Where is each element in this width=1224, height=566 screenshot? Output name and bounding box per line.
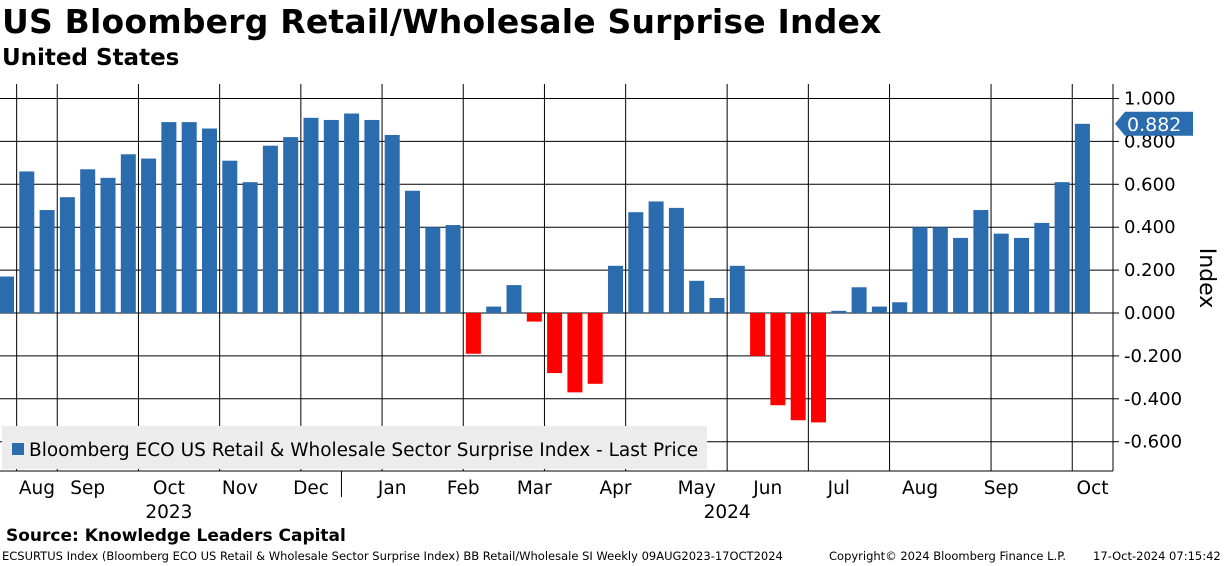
bar [80, 169, 96, 313]
bar [547, 313, 563, 374]
footer-description: ECSURTUS Index (Bloomberg ECO US Retail … [2, 549, 783, 563]
bar [141, 158, 157, 313]
bar [608, 265, 623, 313]
x-tick-label: May [678, 478, 716, 499]
bar [648, 201, 664, 313]
bar [1014, 237, 1029, 313]
last-value-badge-group: 0.882 [1115, 111, 1193, 136]
x-tick-label: Sep [984, 478, 1019, 499]
bar [912, 227, 928, 313]
bar [120, 154, 136, 313]
y-tick-label: -0.600 [1124, 432, 1182, 453]
y-tick-label: -0.200 [1124, 346, 1182, 367]
bar [953, 237, 969, 313]
bar [892, 302, 908, 313]
bar [344, 113, 360, 313]
x-tick-label: Jun [752, 478, 782, 499]
bar [283, 137, 299, 313]
bar [729, 265, 745, 313]
bar [567, 313, 583, 393]
legend: Bloomberg ECO US Retail & Wholesale Sect… [2, 426, 707, 469]
bar [100, 177, 116, 313]
last-value-badge [1115, 111, 1193, 136]
bar [425, 227, 441, 313]
bar [587, 313, 603, 384]
bar [973, 210, 989, 313]
x-tick-label: Oct [1077, 478, 1109, 499]
bar [1034, 222, 1050, 313]
bar [831, 310, 847, 313]
y-tick-label: 0.400 [1124, 217, 1176, 238]
x-year-label: 2023 [145, 502, 192, 523]
bars-layer [0, 113, 1090, 423]
x-tick-label: Mar [517, 478, 552, 499]
x-tick-label: Sep [70, 478, 105, 499]
x-tick-label: Jul [827, 478, 850, 499]
x-year-label: 2024 [704, 502, 751, 523]
bar [262, 145, 278, 313]
bar [932, 227, 948, 313]
y-tick-label: 0.800 [1124, 131, 1176, 152]
bar [161, 122, 177, 313]
x-tick-label: Aug [19, 478, 55, 499]
bar [445, 225, 461, 313]
bar [0, 276, 14, 313]
bar [993, 233, 1009, 313]
y-tick-label: 1.000 [1124, 89, 1176, 110]
bar [39, 210, 55, 313]
bar [709, 297, 725, 313]
footer-copyright: Copyright© 2024 Bloomberg Finance L.P. [829, 549, 1066, 563]
x-tick-label: Aug [902, 478, 938, 499]
bar [384, 134, 400, 313]
bar [851, 287, 867, 313]
x-tick-label: Nov [222, 478, 258, 499]
chart-subtitle: United States [2, 45, 180, 71]
y-tick-label: 0.000 [1124, 303, 1176, 324]
y-tick-label: -0.400 [1124, 389, 1182, 410]
bar [770, 313, 786, 406]
bar [405, 190, 420, 313]
y-tick-label: 0.200 [1124, 260, 1176, 281]
bar [668, 207, 684, 313]
y-tick-label: 0.600 [1124, 174, 1176, 195]
bar [506, 285, 522, 313]
bar [1074, 123, 1090, 313]
source-note: Source: Knowledge Leaders Capital [6, 526, 346, 546]
x-tick-label: Feb [447, 478, 480, 499]
bar [222, 160, 238, 313]
last-value-label: 0.882 [1127, 114, 1181, 136]
legend-swatch [12, 443, 24, 455]
footer-timestamp: 17-Oct-2024 07:15:42 [1093, 549, 1221, 563]
bar [364, 119, 380, 313]
bar [1054, 182, 1070, 313]
chart-title: US Bloomberg Retail/Wholesale Surprise I… [2, 2, 882, 41]
bar [486, 306, 502, 313]
bar [303, 117, 319, 314]
x-tick-label: Oct [153, 478, 185, 499]
axis-layer: 1.000 0.800 0.600 0.400 0.200 0.000 -0.200 -0.4… [0, 84, 1219, 523]
bar [202, 128, 217, 313]
x-tick-label: Apr [599, 478, 631, 499]
x-tick-label: Dec [293, 478, 329, 499]
bar [465, 313, 481, 354]
bar [19, 171, 35, 313]
bar [689, 280, 705, 313]
bar [242, 182, 258, 313]
legend-box [2, 426, 707, 469]
bar [811, 313, 826, 423]
bar [59, 197, 75, 313]
bar [628, 212, 644, 313]
bar [871, 306, 887, 313]
bar [323, 119, 339, 313]
legend-label: Bloomberg ECO US Retail & Wholesale Sect… [29, 440, 698, 461]
bar [181, 122, 197, 313]
bar [526, 313, 542, 322]
x-tick-label: Jan [377, 478, 407, 499]
bar [790, 313, 806, 421]
bar [750, 313, 766, 356]
y-axis-title: Index [1194, 248, 1219, 309]
